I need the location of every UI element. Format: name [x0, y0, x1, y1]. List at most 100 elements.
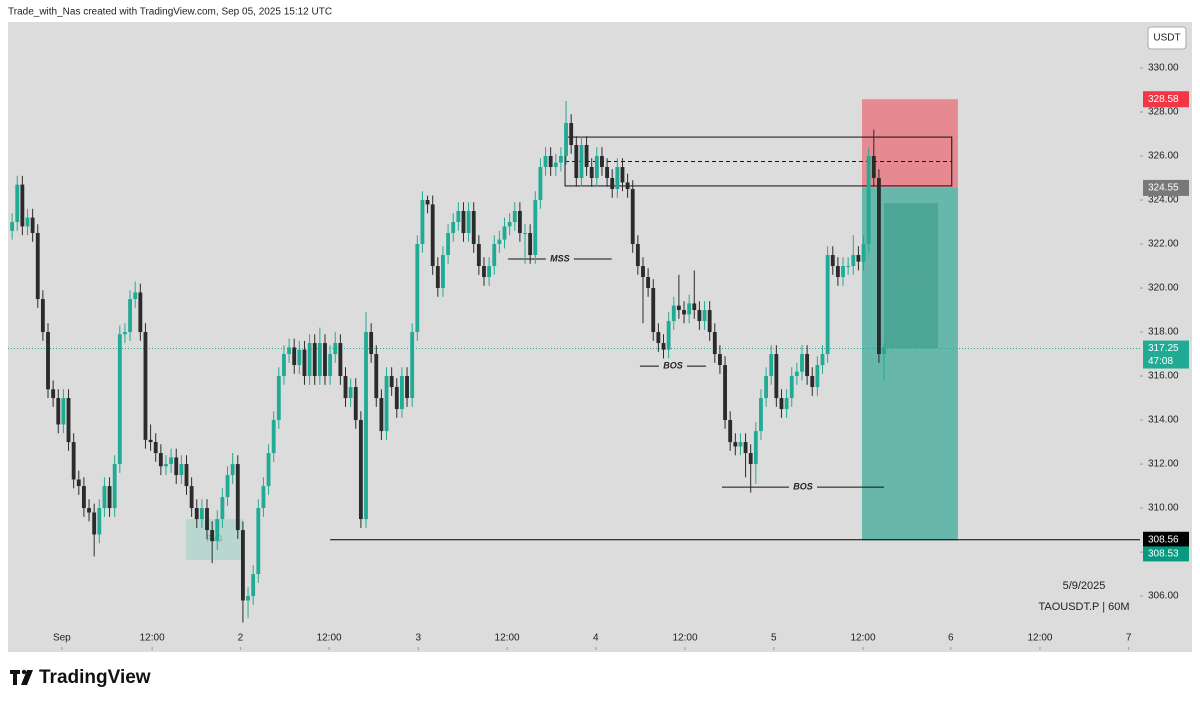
candle-body [553, 162, 558, 168]
candle-body [189, 486, 194, 509]
candle-body [851, 255, 856, 267]
y-tick-label: 324.00 [1148, 195, 1179, 206]
candle-body [40, 299, 45, 333]
candle-body [702, 310, 707, 322]
candle-body [240, 530, 245, 601]
candle-body [835, 266, 840, 278]
candle-body [266, 453, 271, 487]
entry-tag: 324.55 [1148, 183, 1179, 194]
candle-body [543, 156, 548, 168]
candle-body [564, 122, 568, 157]
candle-body [389, 376, 394, 388]
candle-body [738, 442, 743, 447]
candle-body [533, 200, 538, 256]
candle-body [687, 303, 692, 315]
candle-body [825, 255, 830, 355]
candle-body [600, 156, 604, 168]
x-tick-label: 3 [416, 633, 422, 644]
candle-body [620, 167, 625, 183]
candle-body [405, 376, 409, 399]
candle-body [753, 431, 758, 465]
candle-body [194, 508, 199, 520]
candle-body [594, 156, 599, 179]
candle-body [779, 398, 784, 410]
candle-body [625, 182, 630, 190]
candle-body [307, 343, 312, 377]
candle-body [605, 167, 610, 179]
candle-body [861, 244, 866, 262]
candle-body [512, 211, 517, 223]
candle-body [169, 457, 174, 465]
candle-body [184, 464, 189, 487]
fvg-zone [185, 519, 243, 561]
candle-body [430, 204, 435, 267]
candle-body [502, 226, 507, 240]
brand-name: TradingView [39, 667, 151, 688]
level-label-bg [658, 360, 687, 373]
candle-body [697, 310, 702, 322]
y-tick-label: 312.00 [1148, 459, 1179, 470]
candle-body [107, 486, 112, 509]
candle-body [143, 332, 148, 440]
y-tick-label: 306.00 [1148, 591, 1179, 602]
candle-body [871, 156, 876, 179]
target-tag-bg [1143, 546, 1189, 562]
candle-body [482, 266, 486, 278]
candle-body [769, 354, 774, 377]
candle-body [451, 222, 456, 234]
currency-box [1147, 26, 1187, 50]
candle-body [471, 211, 476, 245]
candle-body [379, 398, 384, 432]
candle-body [394, 387, 399, 410]
candle-body [805, 354, 810, 377]
x-tick-label: 5 [771, 633, 777, 644]
candle-body [661, 343, 666, 350]
candle-body [461, 211, 466, 234]
y-tick-label: 314.00 [1148, 415, 1179, 426]
candle-body [235, 464, 240, 531]
candle-body [682, 310, 686, 315]
candle-body [671, 305, 676, 322]
candle-body [97, 508, 102, 535]
candle-body [71, 442, 76, 480]
x-tick-label: 4 [593, 633, 599, 644]
candle-body [841, 266, 845, 278]
candle-body [420, 200, 425, 245]
candle-body [425, 200, 430, 205]
candle-body [297, 349, 302, 366]
candle-body [589, 167, 594, 179]
candle-body [507, 222, 512, 227]
candle-body [856, 255, 861, 262]
candle-body [133, 292, 138, 300]
candle-body [148, 439, 153, 443]
candle-body [343, 376, 348, 399]
candle-body [410, 332, 415, 399]
x-tick-label: 12:00 [851, 633, 876, 644]
candle-body [338, 343, 343, 377]
y-tick-label: 322.00 [1148, 239, 1179, 250]
candle-body [15, 184, 20, 223]
candle-body [517, 211, 522, 234]
candle-body [707, 310, 712, 333]
candle-body [794, 371, 799, 377]
candle-body [635, 244, 640, 267]
candle-body [466, 211, 471, 234]
level-label-bg [789, 481, 818, 494]
candle-body [61, 398, 66, 425]
candle-body [30, 217, 35, 234]
candle-body [158, 453, 163, 467]
candle-body [610, 178, 615, 190]
candle-body [256, 508, 261, 575]
level-tag-bg [1143, 531, 1189, 548]
candle-body [569, 122, 574, 146]
x-tick-label: 12:00 [495, 633, 520, 644]
countdown: 47:08 [1148, 356, 1173, 367]
candle-body [353, 387, 358, 421]
candle-body [261, 486, 266, 509]
y-tick-label: 318.00 [1148, 327, 1179, 338]
candle-body [66, 398, 71, 443]
candle-body [225, 475, 230, 498]
brand-logo [10, 669, 33, 685]
plot-background [8, 22, 1192, 652]
y-tick-label: 328.00 [1148, 107, 1179, 118]
